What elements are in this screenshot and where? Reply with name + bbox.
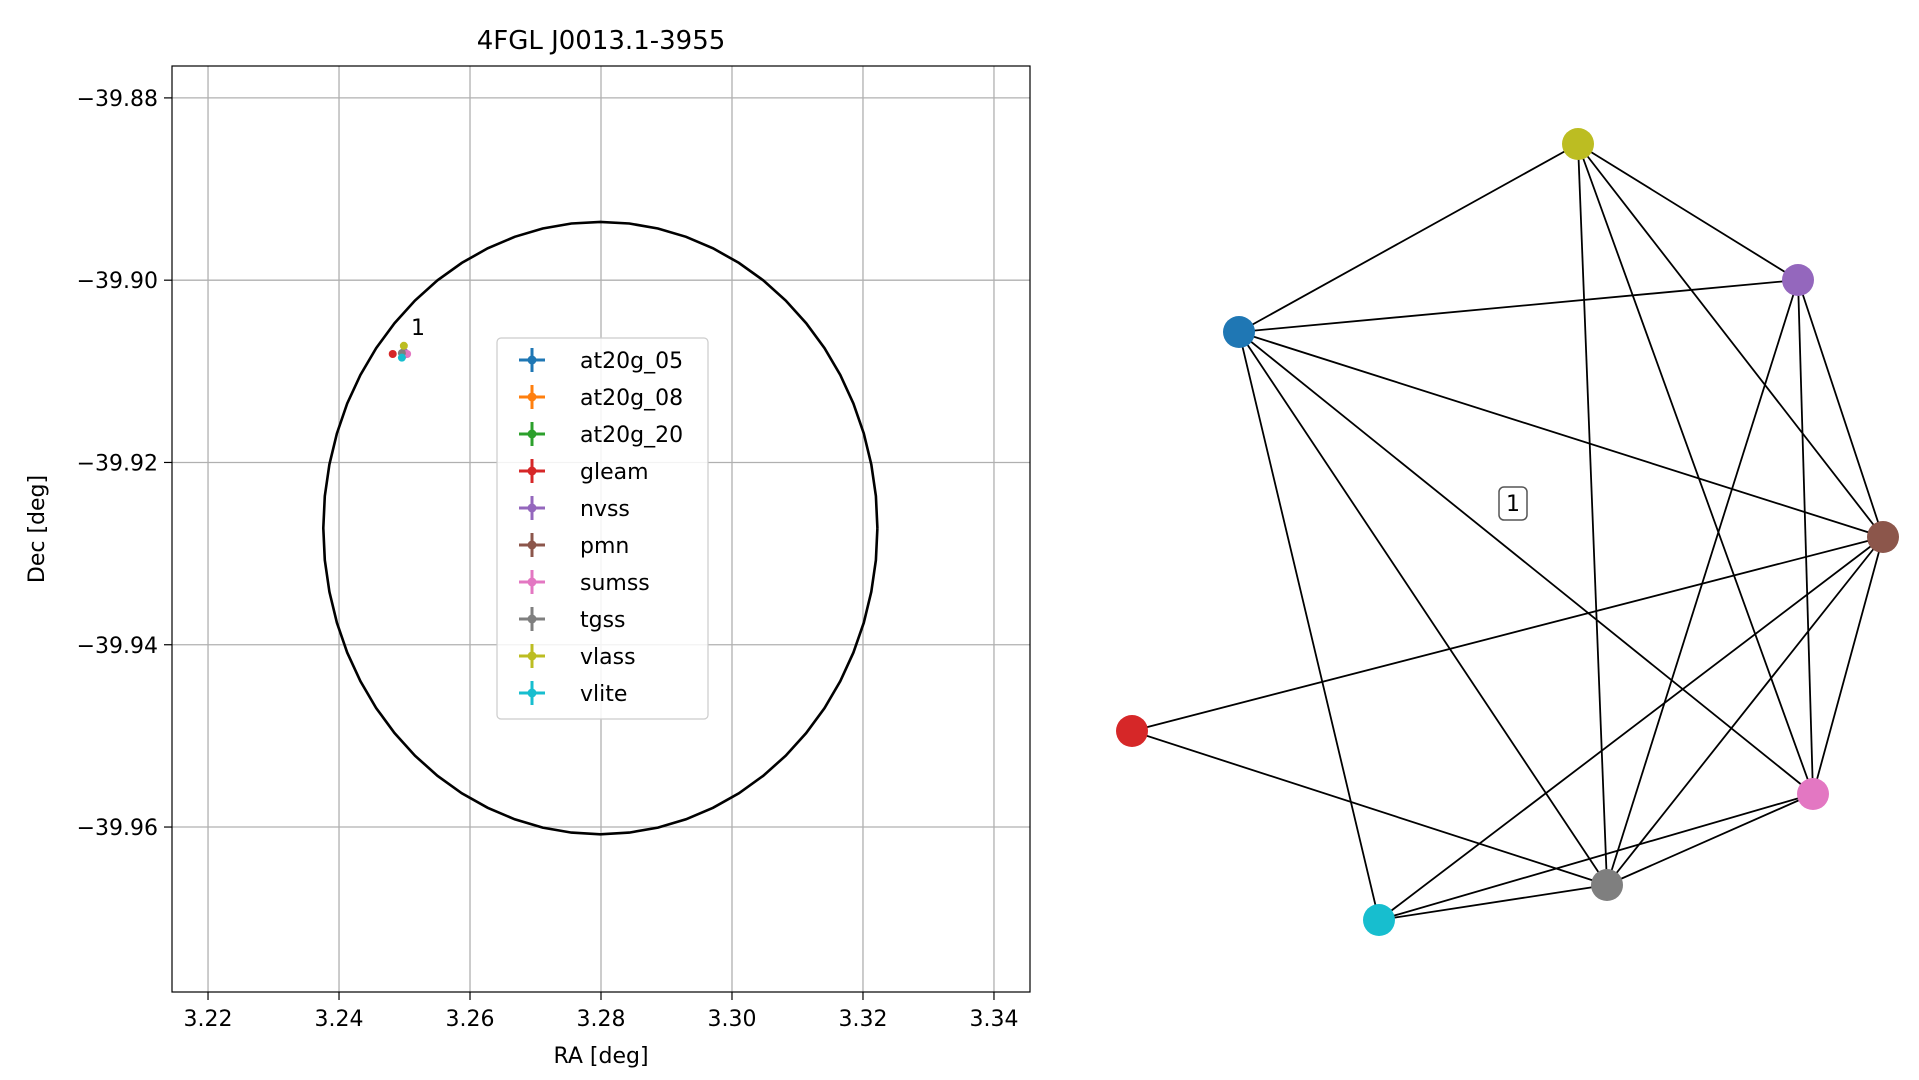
y-axis-label: Dec [deg] bbox=[25, 475, 50, 583]
x-tick-label: 3.28 bbox=[577, 1007, 626, 1032]
y-tick-label: −39.94 bbox=[77, 634, 158, 659]
legend-label: sumss bbox=[580, 571, 650, 596]
legend-box bbox=[496, 337, 709, 720]
y-tick-label: −39.92 bbox=[77, 451, 158, 476]
graph-edges bbox=[1131, 143, 1884, 921]
legend-label: gleam bbox=[580, 460, 649, 485]
x-tick-label: 3.22 bbox=[184, 1007, 233, 1032]
graph-cluster-label: 1 bbox=[1498, 486, 1528, 521]
graph-node-vlite bbox=[1363, 904, 1395, 936]
legend-marker-dot bbox=[527, 688, 537, 698]
chart-title: 4FGL J0013.1-3955 bbox=[477, 26, 726, 56]
legend-marker-dot bbox=[527, 355, 537, 365]
y-axis-ticks: −39.88 −39.90 −39.92 −39.94 −39.96 bbox=[77, 87, 172, 841]
legend-item-vlass: vlass bbox=[519, 644, 636, 670]
point-vlite bbox=[397, 353, 406, 362]
graph-node-gleam bbox=[1116, 715, 1148, 747]
graph-node-pmn bbox=[1867, 521, 1899, 553]
graph-node-vlass bbox=[1562, 128, 1594, 160]
graph-edge-nvss-tgss bbox=[1606, 279, 1799, 886]
graph-edge-at20g-tgss bbox=[1238, 331, 1608, 886]
legend-marker-dot bbox=[527, 503, 537, 513]
graph-edge-nvss-sumss bbox=[1797, 279, 1814, 795]
point-gleam bbox=[388, 350, 397, 359]
graph-node-tgss bbox=[1591, 869, 1623, 901]
graph-edge-at20g-sumss bbox=[1238, 331, 1814, 795]
graph-edge-sumss-vlite bbox=[1378, 793, 1814, 921]
graph-edge-at20g-pmn bbox=[1238, 331, 1884, 538]
error-ellipse bbox=[321, 220, 879, 836]
graph-node-sumss bbox=[1797, 778, 1829, 810]
legend-label: vlite bbox=[580, 682, 627, 707]
x-tick-label: 3.24 bbox=[315, 1007, 364, 1032]
error-ellipse-layer bbox=[321, 220, 879, 836]
graph-cluster-label-box bbox=[1498, 486, 1528, 521]
legend-item-tgss: tgss bbox=[519, 607, 626, 633]
graph-edge-pmn-vlite bbox=[1378, 536, 1884, 921]
legend-item-at20g_05: at20g_05 bbox=[519, 348, 683, 374]
graph-edge-pmn-sumss bbox=[1812, 536, 1884, 795]
grid bbox=[172, 66, 1030, 992]
legend-item-sumss: sumss bbox=[519, 570, 650, 596]
legend-item-at20g_08: at20g_08 bbox=[519, 385, 683, 411]
point-vlass bbox=[399, 341, 408, 350]
sky-plot: 3.22 3.24 3.26 3.28 3.30 3.32 3.34 −39.88 −39.9… bbox=[25, 26, 1031, 1069]
graph-edge-vlass-nvss bbox=[1577, 143, 1799, 281]
graph-edge-at20g-nvss bbox=[1238, 279, 1799, 333]
legend-label: at20g_20 bbox=[580, 423, 683, 448]
graph-edge-vlass-tgss bbox=[1577, 143, 1608, 886]
x-axis-label: RA [deg] bbox=[553, 1044, 648, 1069]
cluster-label: 1 bbox=[411, 316, 425, 341]
graph-edge-tgss-vlite bbox=[1378, 884, 1608, 921]
graph-nodes bbox=[1116, 128, 1899, 936]
y-tick-label: −39.90 bbox=[77, 269, 158, 294]
source-points bbox=[388, 341, 412, 362]
legend-label: at20g_08 bbox=[580, 386, 683, 411]
legend-marker-dot bbox=[527, 577, 537, 587]
legend-marker-dot bbox=[527, 392, 537, 402]
graph-edge-vlass-pmn bbox=[1577, 143, 1884, 538]
legend-marker-dot bbox=[527, 651, 537, 661]
graph-node-at20g bbox=[1223, 316, 1255, 348]
legend-marker-dot bbox=[527, 614, 537, 624]
legend-item-vlite: vlite bbox=[519, 681, 627, 707]
legend-marker-dot bbox=[527, 540, 537, 550]
graph-edge-pmn-gleam bbox=[1131, 536, 1884, 732]
graph-edge-pmn-tgss bbox=[1606, 536, 1884, 886]
graph-edge-tgss-gleam bbox=[1131, 730, 1608, 886]
graph-node-nvss bbox=[1782, 264, 1814, 296]
y-tick-label: −39.88 bbox=[77, 87, 158, 112]
graph-edge-nvss-pmn bbox=[1797, 279, 1884, 538]
x-axis-ticks: 3.22 3.24 3.26 3.28 3.30 3.32 3.34 bbox=[184, 992, 1018, 1032]
x-tick-label: 3.26 bbox=[446, 1007, 495, 1032]
graph-edge-at20g-vlass bbox=[1238, 143, 1579, 333]
x-tick-label: 3.30 bbox=[708, 1007, 757, 1032]
legend-item-at20g_20: at20g_20 bbox=[519, 422, 683, 448]
x-tick-label: 3.34 bbox=[969, 1007, 1018, 1032]
legend-item-gleam: gleam bbox=[519, 459, 649, 485]
association-graph: 1 bbox=[1116, 128, 1899, 936]
x-tick-label: 3.32 bbox=[838, 1007, 887, 1032]
legend-label: pmn bbox=[580, 534, 629, 559]
legend-label: nvss bbox=[580, 497, 630, 522]
legend-item-nvss: nvss bbox=[519, 496, 630, 522]
legend-label: at20g_05 bbox=[580, 349, 683, 374]
legend-item-pmn: pmn bbox=[519, 533, 629, 559]
legend-label: tgss bbox=[580, 608, 626, 633]
legend-label: vlass bbox=[580, 645, 636, 670]
graph-edge-vlass-sumss bbox=[1577, 143, 1814, 795]
y-tick-label: −39.96 bbox=[77, 816, 158, 841]
graph-edge-sumss-tgss bbox=[1606, 793, 1814, 886]
graph-cluster-label-text: 1 bbox=[1506, 492, 1520, 517]
legend-marker-dot bbox=[527, 466, 537, 476]
graph-edge-at20g-vlite bbox=[1238, 331, 1380, 921]
legend-marker-dot bbox=[527, 429, 537, 439]
